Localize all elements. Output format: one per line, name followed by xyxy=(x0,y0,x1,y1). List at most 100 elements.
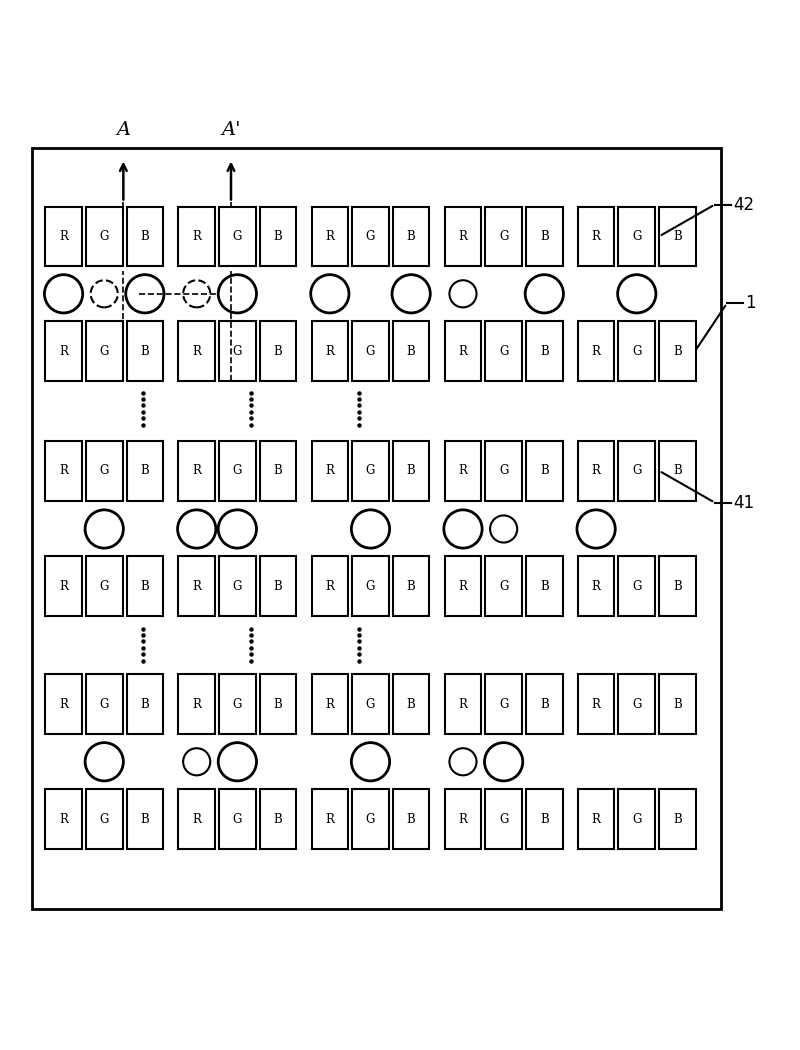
Text: B: B xyxy=(274,813,282,825)
Bar xyxy=(352,441,389,501)
Bar xyxy=(260,441,296,501)
Bar xyxy=(393,207,430,267)
Text: B: B xyxy=(406,698,415,711)
Bar xyxy=(526,556,562,616)
Bar xyxy=(352,556,389,616)
Bar xyxy=(260,321,296,381)
Text: R: R xyxy=(326,344,334,358)
Bar xyxy=(260,674,296,734)
Bar xyxy=(219,674,256,734)
Bar xyxy=(618,790,655,849)
Text: G: G xyxy=(99,464,109,478)
Text: R: R xyxy=(192,230,201,243)
Text: G: G xyxy=(499,344,508,358)
Bar xyxy=(486,321,522,381)
Bar xyxy=(659,674,696,734)
Bar xyxy=(659,790,696,849)
Text: R: R xyxy=(192,698,201,711)
Bar xyxy=(126,321,163,381)
Text: G: G xyxy=(366,698,375,711)
Text: R: R xyxy=(458,698,467,711)
Text: R: R xyxy=(326,813,334,825)
Text: B: B xyxy=(540,344,549,358)
Text: G: G xyxy=(233,698,242,711)
Text: G: G xyxy=(366,813,375,825)
Bar xyxy=(445,207,482,267)
Text: R: R xyxy=(592,230,601,243)
Bar xyxy=(393,441,430,501)
Text: B: B xyxy=(673,698,682,711)
Text: G: G xyxy=(632,698,642,711)
Bar xyxy=(86,790,122,849)
Text: R: R xyxy=(592,344,601,358)
Text: G: G xyxy=(233,344,242,358)
Text: B: B xyxy=(673,813,682,825)
Bar xyxy=(126,674,163,734)
Text: G: G xyxy=(632,580,642,593)
Bar xyxy=(311,207,348,267)
Bar xyxy=(86,441,122,501)
Text: R: R xyxy=(59,230,68,243)
Text: R: R xyxy=(192,813,201,825)
Bar xyxy=(445,321,482,381)
Text: G: G xyxy=(499,464,508,478)
Text: R: R xyxy=(59,813,68,825)
Text: G: G xyxy=(233,230,242,243)
Bar xyxy=(260,556,296,616)
Text: R: R xyxy=(326,230,334,243)
Bar xyxy=(260,790,296,849)
Bar xyxy=(486,207,522,267)
Bar xyxy=(618,556,655,616)
Bar xyxy=(578,321,614,381)
Bar xyxy=(578,207,614,267)
Bar xyxy=(86,321,122,381)
Text: R: R xyxy=(458,230,467,243)
Text: R: R xyxy=(192,344,201,358)
Bar xyxy=(46,207,82,267)
Text: G: G xyxy=(99,698,109,711)
Text: R: R xyxy=(326,580,334,593)
Bar xyxy=(311,441,348,501)
Bar xyxy=(86,674,122,734)
Text: R: R xyxy=(458,344,467,358)
Text: B: B xyxy=(406,813,415,825)
Text: G: G xyxy=(499,698,508,711)
Text: B: B xyxy=(274,698,282,711)
Bar xyxy=(219,790,256,849)
Bar xyxy=(445,674,482,734)
Text: 1: 1 xyxy=(745,294,756,312)
Text: G: G xyxy=(366,580,375,593)
Bar xyxy=(126,207,163,267)
Text: G: G xyxy=(233,464,242,478)
Bar xyxy=(445,556,482,616)
Text: G: G xyxy=(366,344,375,358)
Bar xyxy=(393,321,430,381)
Text: R: R xyxy=(192,580,201,593)
Bar xyxy=(393,674,430,734)
Bar xyxy=(578,556,614,616)
Bar xyxy=(486,674,522,734)
Bar xyxy=(393,790,430,849)
Text: G: G xyxy=(233,580,242,593)
Text: B: B xyxy=(540,464,549,478)
Bar xyxy=(578,790,614,849)
Bar xyxy=(659,556,696,616)
Text: B: B xyxy=(673,464,682,478)
Bar xyxy=(393,556,430,616)
Bar xyxy=(486,790,522,849)
Bar xyxy=(46,556,82,616)
Bar xyxy=(219,321,256,381)
Text: G: G xyxy=(632,344,642,358)
Text: B: B xyxy=(274,230,282,243)
Text: B: B xyxy=(406,580,415,593)
Bar xyxy=(311,556,348,616)
Text: R: R xyxy=(592,698,601,711)
Text: G: G xyxy=(99,580,109,593)
Text: G: G xyxy=(99,344,109,358)
Text: B: B xyxy=(406,230,415,243)
Text: B: B xyxy=(540,580,549,593)
Text: R: R xyxy=(59,464,68,478)
Bar xyxy=(46,674,82,734)
Text: R: R xyxy=(458,580,467,593)
Text: B: B xyxy=(406,344,415,358)
